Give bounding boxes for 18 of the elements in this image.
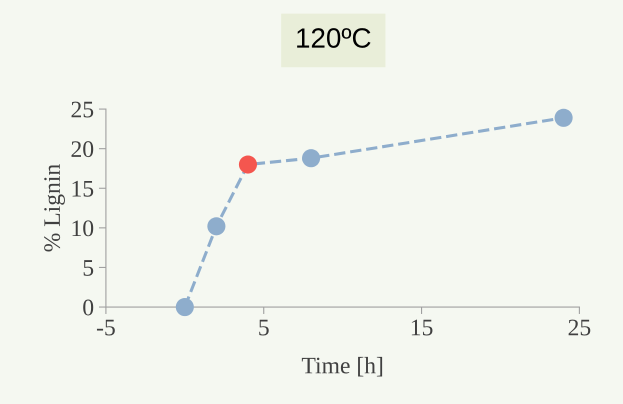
- x-tick-label: 25: [568, 320, 590, 336]
- x-tick-label: -5: [96, 320, 115, 336]
- y-tick-label: 20: [72, 141, 94, 158]
- point: [176, 298, 194, 316]
- y-tick-label: 5: [84, 260, 94, 276]
- x-tick-label: 15: [412, 320, 432, 336]
- point: [302, 149, 320, 168]
- x-axis-title: Time [h]: [302, 356, 382, 376]
- point: [207, 217, 226, 236]
- point: [554, 108, 573, 127]
- y-tick-label: 15: [72, 180, 94, 197]
- point: [238, 155, 258, 174]
- y-tick-label: 10: [72, 220, 94, 236]
- y-axis-title: % Lignin: [44, 164, 65, 252]
- chart-title: 120ºC: [297, 28, 371, 48]
- x-tick-label: 5: [259, 320, 269, 336]
- y-tick-label: 25: [72, 102, 94, 118]
- y-tick-label: 0: [83, 300, 94, 316]
